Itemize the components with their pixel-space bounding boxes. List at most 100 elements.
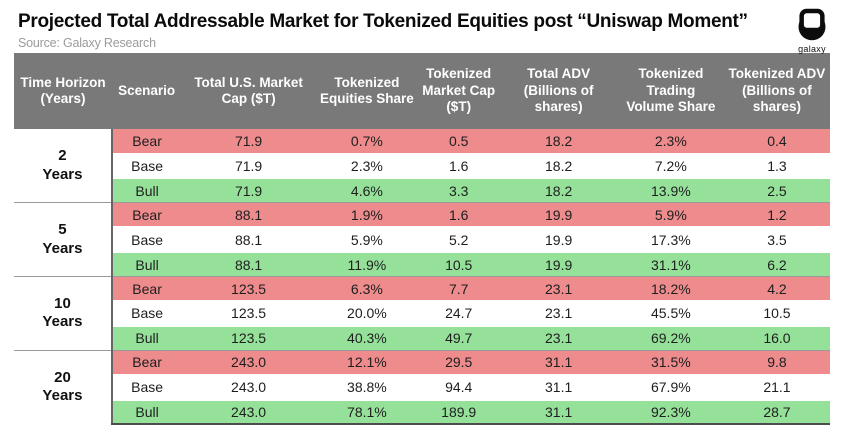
masthead: Projected Total Addressable Market for T… <box>0 0 844 54</box>
scenario-cell: Bear <box>110 129 182 154</box>
value-cell: 2.3% <box>315 152 418 179</box>
time-horizon-cell: 5 Years <box>14 202 112 277</box>
value-cell: 243.0 <box>181 398 316 426</box>
table-row: Bull 123.5 40.3% 49.7 23.1 69.2% 16.0 <box>14 324 830 351</box>
value-cell: 4.2 <box>723 276 830 302</box>
time-horizon-cell: 20 Years <box>14 349 112 425</box>
table-header: Time Horizon (Years) Scenario Total U.S.… <box>14 53 830 129</box>
table-row: Base 88.1 5.9% 5.2 19.9 17.3% 3.5 <box>14 226 830 252</box>
value-cell: 88.1 <box>181 250 316 277</box>
time-horizon-value: 5 <box>58 220 67 238</box>
value-cell: 28.7 <box>723 398 830 426</box>
page-title: Projected Total Addressable Market for T… <box>18 11 748 32</box>
value-cell: 18.2% <box>617 276 724 302</box>
table-row: Base 123.5 20.0% 24.7 23.1 45.5% 10.5 <box>14 300 830 326</box>
value-cell: 24.7 <box>417 300 500 326</box>
value-cell: 49.7 <box>417 324 500 351</box>
value-cell: 11.9% <box>315 250 418 277</box>
value-cell: 45.5% <box>617 300 724 326</box>
value-cell: 88.1 <box>181 202 316 228</box>
value-cell: 5.9% <box>617 202 724 228</box>
value-cell: 31.1 <box>499 398 618 426</box>
value-cell: 0.7% <box>315 129 418 154</box>
value-cell: 7.2% <box>617 152 724 179</box>
value-cell: 17.3% <box>617 226 724 252</box>
time-horizon-cell: 2 Years <box>14 129 112 203</box>
col-header-total-adv: Total ADV (Billions of shares) <box>499 53 618 129</box>
value-cell: 29.5 <box>417 349 500 375</box>
scenario-cell: Base <box>110 152 182 179</box>
value-cell: 20.0% <box>315 300 418 326</box>
value-cell: 16.0 <box>723 324 830 351</box>
value-cell: 1.9% <box>315 202 418 228</box>
table-row: 10 Years Bear 123.5 6.3% 7.7 23.1 18.2% 4.2 <box>14 276 830 351</box>
value-cell: 5.9% <box>315 226 418 252</box>
value-cell: 3.5 <box>723 226 830 252</box>
value-cell: 123.5 <box>181 300 316 326</box>
value-cell: 67.9% <box>617 373 724 400</box>
source-caption: Source: Galaxy Research <box>18 35 156 50</box>
table-body: 2 Years Bear 71.9 0.7% 0.5 18.2 2.3% 0.4 Base 71.9… <box>14 129 830 426</box>
value-cell: 71.9 <box>181 152 316 179</box>
col-header-tokenized-market-cap: Tokenized Market Cap ($T) <box>417 53 500 129</box>
value-cell: 31.5% <box>617 349 724 375</box>
value-cell: 31.1% <box>617 250 724 277</box>
scenario-cell: Bear <box>110 349 182 375</box>
table-row: Base 71.9 2.3% 1.6 18.2 7.2% 1.3 <box>14 152 830 179</box>
scenario-cell: Bear <box>110 276 182 302</box>
brand-block: galaxy <box>792 7 832 54</box>
time-horizon-unit: Years <box>42 165 83 183</box>
value-cell: 18.2 <box>499 129 618 154</box>
table-row: Bull 243.0 78.1% 189.9 31.1 92.3% 28.7 <box>14 398 830 426</box>
value-cell: 92.3% <box>617 398 724 426</box>
tam-table: Time Horizon (Years) Scenario Total U.S.… <box>14 53 830 426</box>
scenario-cell: Bear <box>110 202 182 228</box>
col-header-tokenized-adv: Tokenized ADV (Billions of shares) <box>723 53 830 129</box>
value-cell: 94.4 <box>417 373 500 400</box>
scenario-cell: Base <box>110 300 182 326</box>
value-cell: 38.8% <box>315 373 418 400</box>
value-cell: 18.2 <box>499 152 618 179</box>
value-cell: 6.3% <box>315 276 418 302</box>
value-cell: 12.1% <box>315 349 418 375</box>
col-header-tokenized-equities-share: Tokenized Equities Share <box>315 53 418 129</box>
table-row: 5 Years Bear 88.1 1.9% 1.6 19.9 5.9% 1.2 <box>14 202 830 277</box>
galaxy-logo-icon <box>792 7 832 43</box>
table-row: 2 Years Bear 71.9 0.7% 0.5 18.2 2.3% 0.4 <box>14 129 830 203</box>
value-cell: 19.9 <box>499 250 618 277</box>
value-cell: 23.1 <box>499 324 618 351</box>
value-cell: 0.4 <box>723 129 830 154</box>
value-cell: 31.1 <box>499 373 618 400</box>
time-horizon-value: 2 <box>58 146 67 164</box>
header-row: Time Horizon (Years) Scenario Total U.S.… <box>14 53 830 129</box>
col-header-time-horizon: Time Horizon (Years) <box>14 53 112 129</box>
value-cell: 13.9% <box>617 177 724 203</box>
value-cell: 123.5 <box>181 324 316 351</box>
value-cell: 0.5 <box>417 129 500 154</box>
col-header-total-us-market-cap: Total U.S. Market Cap ($T) <box>181 53 316 129</box>
value-cell: 71.9 <box>181 177 316 203</box>
value-cell: 1.3 <box>723 152 830 179</box>
value-cell: 4.6% <box>315 177 418 203</box>
brand-wordmark: galaxy <box>798 44 826 54</box>
value-cell: 243.0 <box>181 349 316 375</box>
col-header-tokenized-trading-volume-share: Tokenized Trading Volume Share <box>617 53 724 129</box>
value-cell: 7.7 <box>417 276 500 302</box>
time-horizon-unit: Years <box>42 313 83 331</box>
scenario-cell: Base <box>110 226 182 252</box>
table-row: Base 243.0 38.8% 94.4 31.1 67.9% 21.1 <box>14 373 830 400</box>
value-cell: 71.9 <box>181 129 316 154</box>
time-horizon-unit: Years <box>42 387 83 405</box>
value-cell: 123.5 <box>181 276 316 302</box>
time-horizon-value: 10 <box>54 294 71 312</box>
value-cell: 21.1 <box>723 373 830 400</box>
value-cell: 3.3 <box>417 177 500 203</box>
table-row: Bull 88.1 11.9% 10.5 19.9 31.1% 6.2 <box>14 250 830 277</box>
value-cell: 189.9 <box>417 398 500 426</box>
time-horizon-value: 20 <box>54 368 71 386</box>
value-cell: 88.1 <box>181 226 316 252</box>
value-cell: 69.2% <box>617 324 724 351</box>
value-cell: 40.3% <box>315 324 418 351</box>
value-cell: 1.2 <box>723 202 830 228</box>
scenario-cell: Bull <box>110 250 182 277</box>
